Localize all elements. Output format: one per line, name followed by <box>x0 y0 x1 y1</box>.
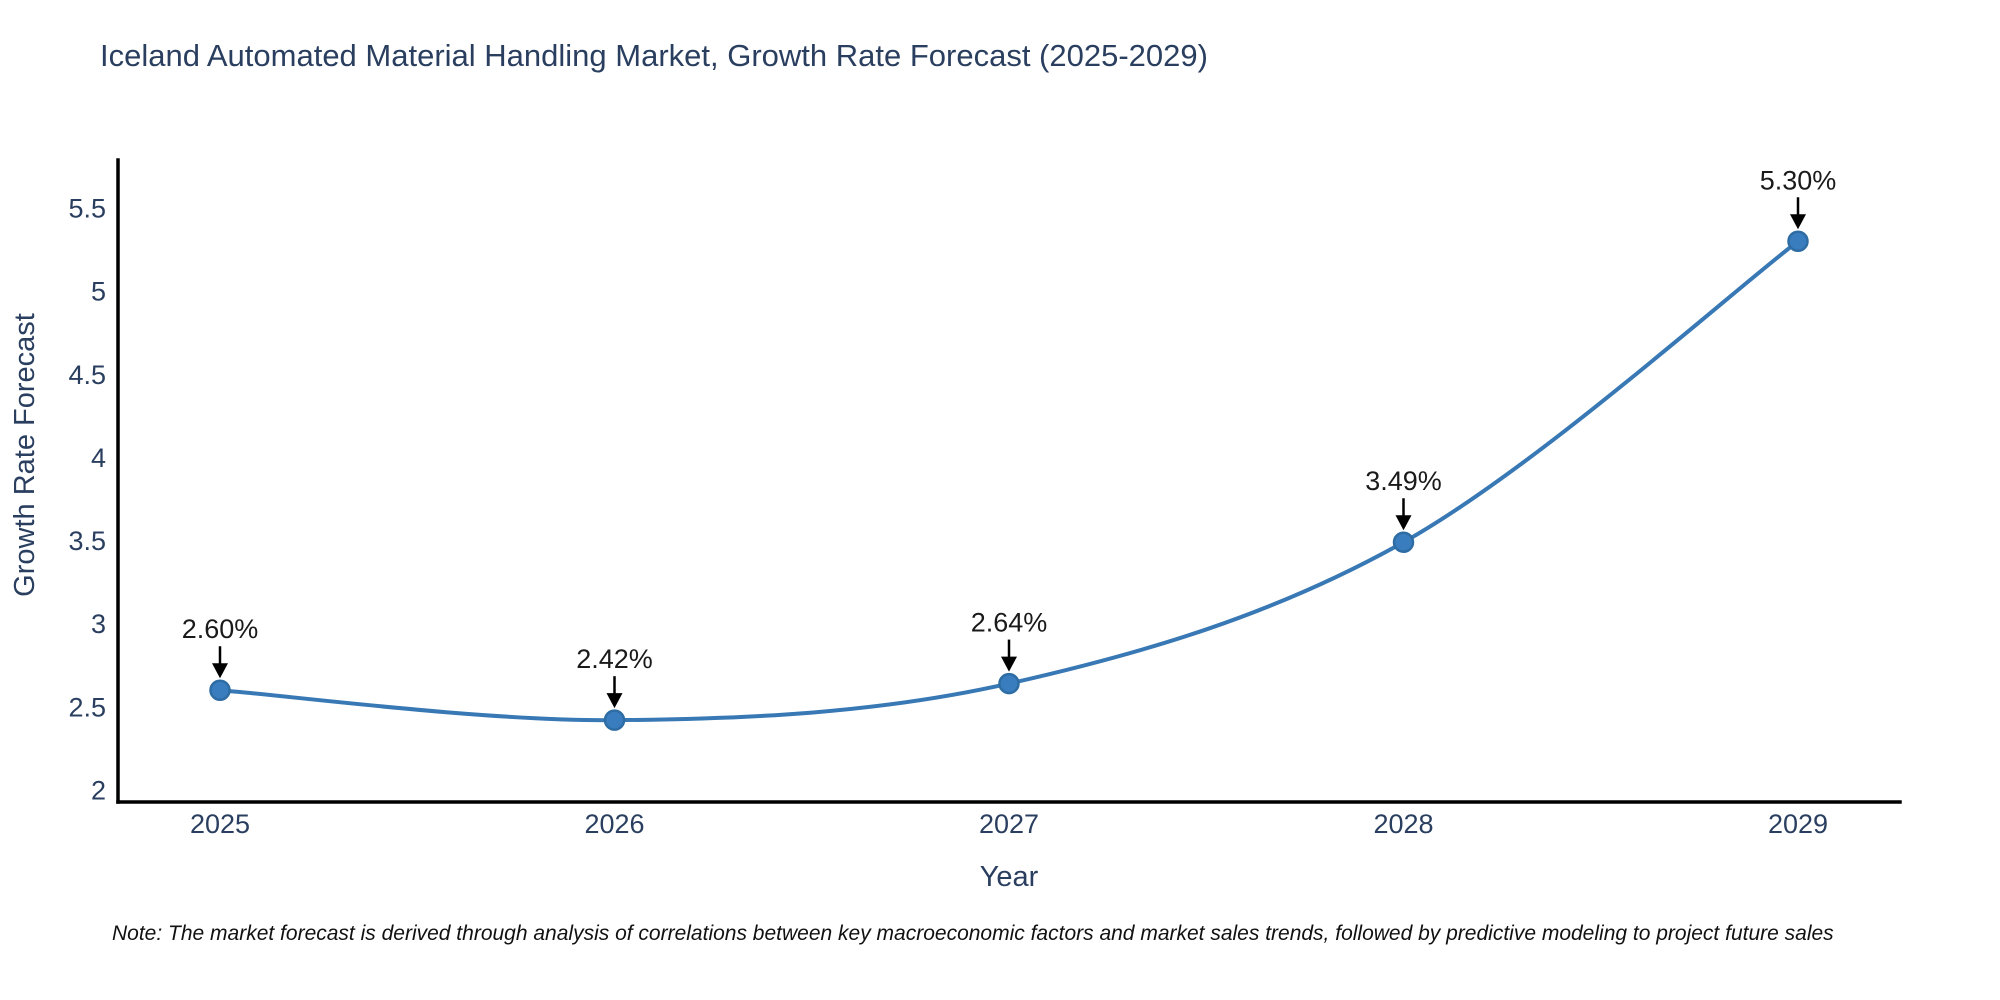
y-tick-label: 2 <box>91 776 106 806</box>
x-tick-label: 2025 <box>190 809 250 839</box>
point-annotation-label: 3.49% <box>1365 466 1442 496</box>
annotation-arrowhead-icon <box>1001 656 1017 672</box>
x-tick-label: 2026 <box>584 809 644 839</box>
x-tick-label: 2029 <box>1768 809 1828 839</box>
y-tick-label: 2.5 <box>68 692 106 722</box>
y-tick-label: 4 <box>91 443 106 473</box>
point-annotation-label: 2.42% <box>576 644 653 674</box>
series-line <box>218 239 1800 723</box>
series-markers <box>209 230 1809 731</box>
point-annotation-label: 5.30% <box>1760 165 1837 195</box>
y-tick-label: 3 <box>91 609 106 639</box>
data-point-marker <box>1787 230 1809 253</box>
data-point-marker <box>998 672 1020 695</box>
chart-title: Iceland Automated Material Handling Mark… <box>100 38 1208 73</box>
x-tick-label: 2027 <box>979 809 1039 839</box>
point-annotation: 3.49% <box>1365 466 1442 531</box>
annotation-arrowhead-icon <box>606 693 623 709</box>
point-annotation: 2.60% <box>182 614 259 679</box>
point-annotations: 2.60% 2.42% 2.64% 3.49% 5.30% <box>182 165 1837 709</box>
footnote: Note: The market forecast is derived thr… <box>112 922 1834 945</box>
point-annotation: 5.30% <box>1760 165 1837 230</box>
annotation-arrowhead-icon <box>1395 515 1412 531</box>
point-annotation: 2.64% <box>971 608 1048 672</box>
axes <box>116 158 1902 804</box>
y-axis-tick-labels: 5.5 5 4.5 4 3.5 3 2.5 2 <box>68 194 106 806</box>
data-point-marker <box>603 709 626 731</box>
annotation-arrowhead-icon <box>1790 214 1806 230</box>
annotation-arrowhead-icon <box>212 663 228 679</box>
data-point-marker <box>1392 531 1415 553</box>
point-annotation: 2.42% <box>576 644 653 709</box>
y-tick-label: 4.5 <box>68 360 106 390</box>
y-tick-label: 3.5 <box>68 526 106 556</box>
x-axis-title: Year <box>980 861 1039 893</box>
point-annotation-label: 2.60% <box>182 614 259 644</box>
y-axis-title: Growth Rate Forecast <box>9 313 41 597</box>
y-tick-label: 5 <box>91 277 106 307</box>
x-tick-label: 2028 <box>1373 809 1433 839</box>
point-annotation-label: 2.64% <box>971 608 1048 638</box>
x-axis-tick-labels: 2025 2026 2027 2028 2029 <box>190 809 1828 839</box>
y-tick-label: 5.5 <box>68 194 106 224</box>
data-point-marker <box>209 679 231 701</box>
